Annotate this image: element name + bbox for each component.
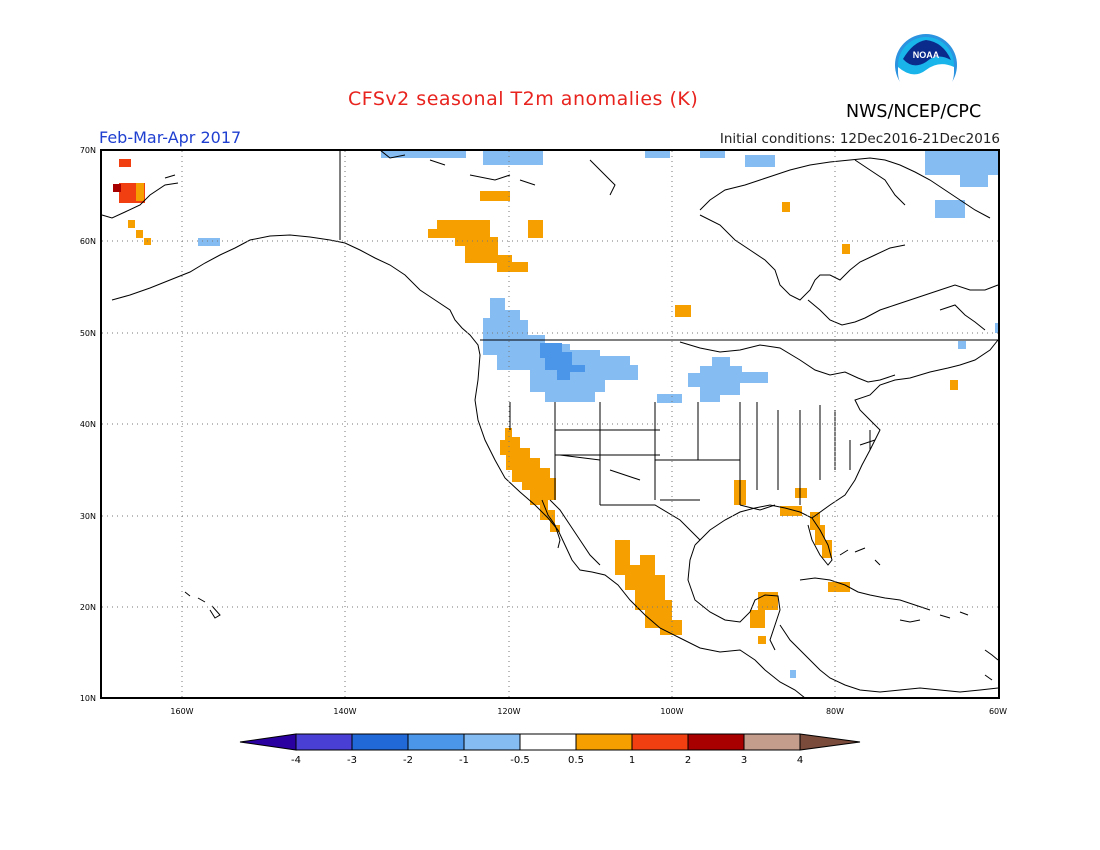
- colorbar-label: 3: [741, 755, 747, 766]
- anomaly-cell-lightblue: [688, 357, 768, 402]
- initial-conditions: Initial conditions: 12Dec2016-21Dec2016: [719, 131, 1000, 147]
- anomaly-cell-lightblue: [700, 150, 725, 158]
- lon-tick-label: 80W: [826, 707, 844, 716]
- noaa-logo: NOAA: [895, 34, 957, 98]
- anomaly-cell-lightblue: [925, 150, 1000, 175]
- lon-tick-label: 60W: [989, 707, 1007, 716]
- colorbar-label: -0.5: [510, 755, 530, 766]
- lat-tick-label: 60N: [80, 237, 96, 246]
- graticule: [102, 151, 998, 697]
- organization-label: NWS/NCEP/CPC: [846, 102, 982, 122]
- anomaly-cell-orange: [950, 380, 958, 390]
- colorbar-label: 2: [685, 755, 691, 766]
- anomaly-cell-orange: [758, 636, 766, 644]
- colorbar-segment: [407, 733, 465, 751]
- anomaly-cell-lightblue: [995, 323, 1000, 333]
- anomaly-cell-orange: [500, 428, 560, 532]
- anomaly-cell-blue: [540, 343, 585, 380]
- anomaly-cell-lightblue: [645, 150, 670, 158]
- anomaly-cell-orange: [615, 540, 682, 635]
- forecast-period: Feb-Mar-Apr 2017: [99, 128, 242, 147]
- colorbar-label: -2: [403, 755, 413, 766]
- lon-tick-label: 120W: [497, 707, 520, 716]
- anomaly-cell-lightblue: [381, 150, 466, 158]
- anomaly-cell-lightblue: [935, 200, 965, 218]
- colorbar-label: 0.5: [568, 755, 584, 766]
- colorbar-label: 1: [629, 755, 635, 766]
- anomaly-cell-lightblue: [958, 341, 966, 349]
- anomaly-cell-darkred: [113, 184, 121, 192]
- anomaly-cell-orange: [136, 183, 144, 201]
- colorbar-segment: [351, 733, 409, 751]
- map-frame: [100, 149, 1000, 699]
- lat-ticks: 70N 60N 50N 40N 30N 20N 10N: [80, 146, 96, 703]
- lat-tick-label: 20N: [80, 603, 96, 612]
- colorbar-label: -3: [347, 755, 357, 766]
- lon-tick-label: 140W: [333, 707, 356, 716]
- anomaly-cell-lightblue: [790, 670, 796, 678]
- anomaly-cells: [113, 150, 1000, 678]
- colorbar-segment: [575, 733, 633, 751]
- colorbar: -4 -3 -2 -1 -0.5 0.5 1 2 3 4: [239, 733, 861, 766]
- anomaly-cell-orange: [675, 305, 691, 317]
- chart-title: CFSv2 seasonal T2m anomalies (K): [348, 88, 699, 110]
- anomaly-cell-lightblue: [483, 150, 543, 165]
- anomaly-cell-orange: [136, 230, 143, 238]
- anomaly-cell-orange: [842, 244, 850, 254]
- lat-tick-label: 50N: [80, 329, 96, 338]
- lat-tick-label: 40N: [80, 420, 96, 429]
- lon-tick-label: 100W: [660, 707, 683, 716]
- lat-tick-label: 10N: [80, 694, 96, 703]
- logo-text: NOAA: [913, 50, 940, 60]
- anomaly-cell-orange: [795, 488, 807, 498]
- anomaly-cell-orange: [528, 220, 543, 238]
- colorbar-arrow-low: [239, 733, 297, 751]
- coastlines: [101, 149, 999, 699]
- anomaly-cell-orange: [428, 220, 528, 272]
- colorbar-segment: [519, 733, 577, 751]
- anomaly-cell-orange: [780, 506, 802, 516]
- anomaly-cell-orange: [828, 582, 850, 592]
- colorbar-segment: [631, 733, 689, 751]
- lat-tick-label: 30N: [80, 512, 96, 521]
- anomaly-cell-lightblue: [657, 394, 682, 403]
- anomaly-cell-lightblue: [198, 238, 220, 246]
- colorbar-segment: [743, 733, 801, 751]
- lon-ticks: 160W 140W 120W 100W 80W 60W: [170, 707, 1007, 716]
- colorbar-segment: [463, 733, 521, 751]
- anomaly-cell-orange: [128, 220, 135, 228]
- lon-tick-label: 160W: [170, 707, 193, 716]
- anomaly-cell-red: [119, 159, 131, 167]
- colorbar-arrow-high: [799, 733, 861, 751]
- colorbar-segment: [687, 733, 745, 751]
- anomaly-cell-lightblue: [745, 155, 775, 167]
- anomaly-cell-lightblue: [960, 175, 988, 187]
- anomaly-cell-orange: [750, 592, 778, 628]
- anomaly-cell-orange: [810, 512, 832, 558]
- colorbar-label: -4: [291, 755, 301, 766]
- colorbar-segment: [295, 733, 353, 751]
- anomaly-cell-orange: [480, 191, 510, 201]
- colorbar-label: 4: [797, 755, 803, 766]
- anomaly-cell-orange: [782, 202, 790, 212]
- lat-tick-label: 70N: [80, 146, 96, 155]
- colorbar-label: -1: [459, 755, 469, 766]
